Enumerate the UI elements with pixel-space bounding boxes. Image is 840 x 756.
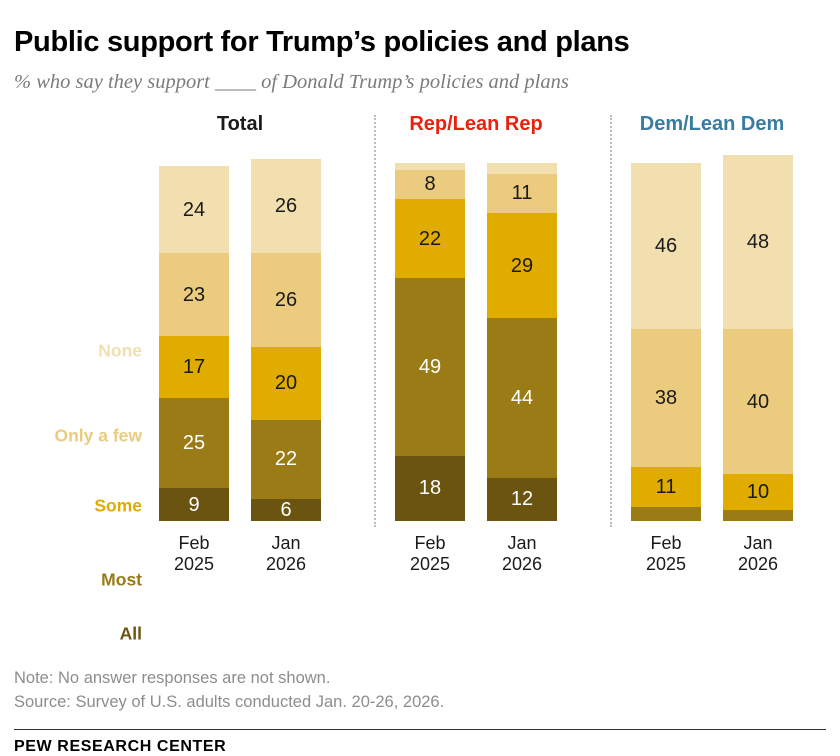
segment-value-label: 40	[746, 390, 770, 413]
panel-header-1: Total	[216, 113, 264, 136]
tick-month: Jan	[507, 533, 537, 554]
x-axis-tick-label: Jan 2026	[242, 533, 330, 575]
segment-value-label: 48	[746, 231, 770, 254]
source-text: Source: Survey of U.S. adults conducted …	[14, 693, 445, 712]
tick-year: 2025	[645, 554, 687, 575]
stacked-bar[interactable]: 24 23 17 25 9	[159, 166, 229, 522]
footer-rule	[14, 729, 826, 730]
tick-year: 2026	[501, 554, 543, 575]
stacked-bar[interactable]: 46 38 11	[631, 162, 701, 522]
tick-month: Jan	[271, 533, 301, 554]
panel-divider-2	[610, 115, 612, 528]
category-label-only-a-few: Only a few	[54, 425, 142, 446]
brand-attribution: PEW RESEARCH CENTER	[14, 738, 227, 755]
segment-value-label: 11	[511, 182, 533, 205]
bar-segment-all[interactable]: 6	[251, 499, 321, 522]
tick-year: 2026	[265, 554, 307, 575]
chart-subtitle: % who say they support ____ of Donald Tr…	[14, 71, 569, 94]
segment-value-label: 24	[182, 198, 206, 221]
segment-value-label: 12	[510, 488, 534, 511]
stacked-bar[interactable]: 26 26 20 22 6	[251, 159, 321, 522]
bar-segment-only-a-few[interactable]: 26	[251, 253, 321, 348]
bar-segment-some[interactable]: 11	[631, 466, 701, 507]
note-text: Note: No answer responses are not shown.	[14, 669, 331, 688]
bar-segment-all[interactable]: 12	[487, 477, 557, 522]
stacked-bar[interactable]: 48 40 10	[723, 155, 793, 522]
segment-value-label: 26	[274, 195, 298, 218]
x-axis-tick-label: Jan 2026	[714, 533, 802, 575]
x-axis-tick-label: Feb 2025	[622, 533, 710, 575]
tick-year: 2025	[409, 554, 451, 575]
segment-value-label: 10	[746, 481, 770, 504]
page-title: Public support for Trump’s policies and …	[14, 26, 630, 58]
segment-value-label: 6	[280, 499, 292, 522]
panel-header-2: Rep/Lean Rep	[409, 113, 543, 136]
panel-header-3: Dem/Lean Dem	[639, 113, 785, 136]
tick-month: Jan	[743, 533, 773, 554]
segment-value-label: 22	[274, 448, 298, 471]
category-label-all: All	[119, 623, 142, 644]
bar-segment-some[interactable]: 20	[251, 347, 321, 420]
category-label-most: Most	[101, 569, 142, 590]
category-label-none: None	[98, 340, 142, 361]
plot-region: 24 23 17 25 9 Feb 2025 26 26 20 22 6 Jan 2026 8 22 49 18 F…	[14, 113, 826, 583]
stacked-bar-chart: Total Rep/Lean Rep Dem/Lean Dem None Only a…	[14, 113, 826, 644]
bar-segment-none[interactable]	[487, 162, 557, 174]
bar-segment-only-a-few[interactable]: 8	[395, 169, 465, 199]
bar-segment-most[interactable]: 44	[487, 318, 557, 478]
category-legend-labels: None Only a few Some Most All	[14, 113, 142, 644]
segment-value-label: 9	[188, 493, 200, 516]
segment-value-label: 8	[424, 173, 436, 196]
segment-value-label: 22	[418, 227, 442, 250]
bar-segment-most[interactable]: 22	[251, 419, 321, 500]
bar-segment-only-a-few[interactable]: 11	[487, 173, 557, 214]
tick-year: 2026	[737, 554, 779, 575]
segment-value-label: 46	[654, 234, 678, 257]
bar-segment-only-a-few[interactable]: 38	[631, 329, 701, 467]
bar-segment-none[interactable]	[395, 162, 465, 170]
bar-segment-none[interactable]: 46	[631, 162, 701, 330]
x-axis-tick-label: Feb 2025	[386, 533, 474, 575]
segment-value-label: 18	[418, 477, 442, 500]
stacked-bar[interactable]: 8 22 49 18	[395, 162, 465, 522]
tick-year: 2025	[173, 554, 215, 575]
chart-footer: Note: No answer responses are not shown.…	[14, 667, 826, 756]
segment-value-label: 49	[418, 356, 442, 379]
panel-header-row: Total Rep/Lean Rep Dem/Lean Dem	[14, 113, 826, 143]
segment-value-label: 29	[510, 254, 534, 277]
segment-value-label: 20	[274, 372, 298, 395]
segment-value-label: 11	[655, 475, 677, 498]
category-label-some: Some	[94, 495, 142, 516]
stacked-bar[interactable]: 11 29 44 12	[487, 162, 557, 522]
bar-segment-most[interactable]	[631, 506, 701, 522]
x-axis-tick-label: Jan 2026	[478, 533, 566, 575]
bar-segment-all[interactable]: 18	[395, 455, 465, 522]
tick-month: Feb	[650, 533, 682, 554]
segment-value-label: 17	[182, 356, 206, 379]
panel-divider-1	[374, 115, 376, 528]
bar-segment-most[interactable]: 25	[159, 397, 229, 489]
segment-value-label: 26	[274, 289, 298, 312]
segment-value-label: 38	[654, 386, 678, 409]
bar-segment-some[interactable]: 29	[487, 213, 557, 319]
x-axis-tick-label: Feb 2025	[150, 533, 238, 575]
segment-value-label: 25	[182, 432, 206, 455]
bar-segment-none[interactable]: 26	[251, 159, 321, 254]
bar-segment-only-a-few[interactable]: 40	[723, 329, 793, 474]
segment-value-label: 44	[510, 386, 534, 409]
tick-month: Feb	[414, 533, 446, 554]
bar-segment-most[interactable]	[723, 510, 793, 522]
bar-segment-none[interactable]: 48	[723, 155, 793, 330]
tick-month: Feb	[178, 533, 210, 554]
bar-segment-some[interactable]: 10	[723, 473, 793, 511]
bar-segment-only-a-few[interactable]: 23	[159, 253, 229, 337]
bar-segment-all[interactable]: 9	[159, 488, 229, 522]
bar-segment-most[interactable]: 49	[395, 278, 465, 456]
segment-value-label: 23	[182, 283, 206, 306]
bar-segment-some[interactable]: 22	[395, 198, 465, 279]
bar-segment-none[interactable]: 24	[159, 166, 229, 254]
bar-segment-some[interactable]: 17	[159, 336, 229, 398]
